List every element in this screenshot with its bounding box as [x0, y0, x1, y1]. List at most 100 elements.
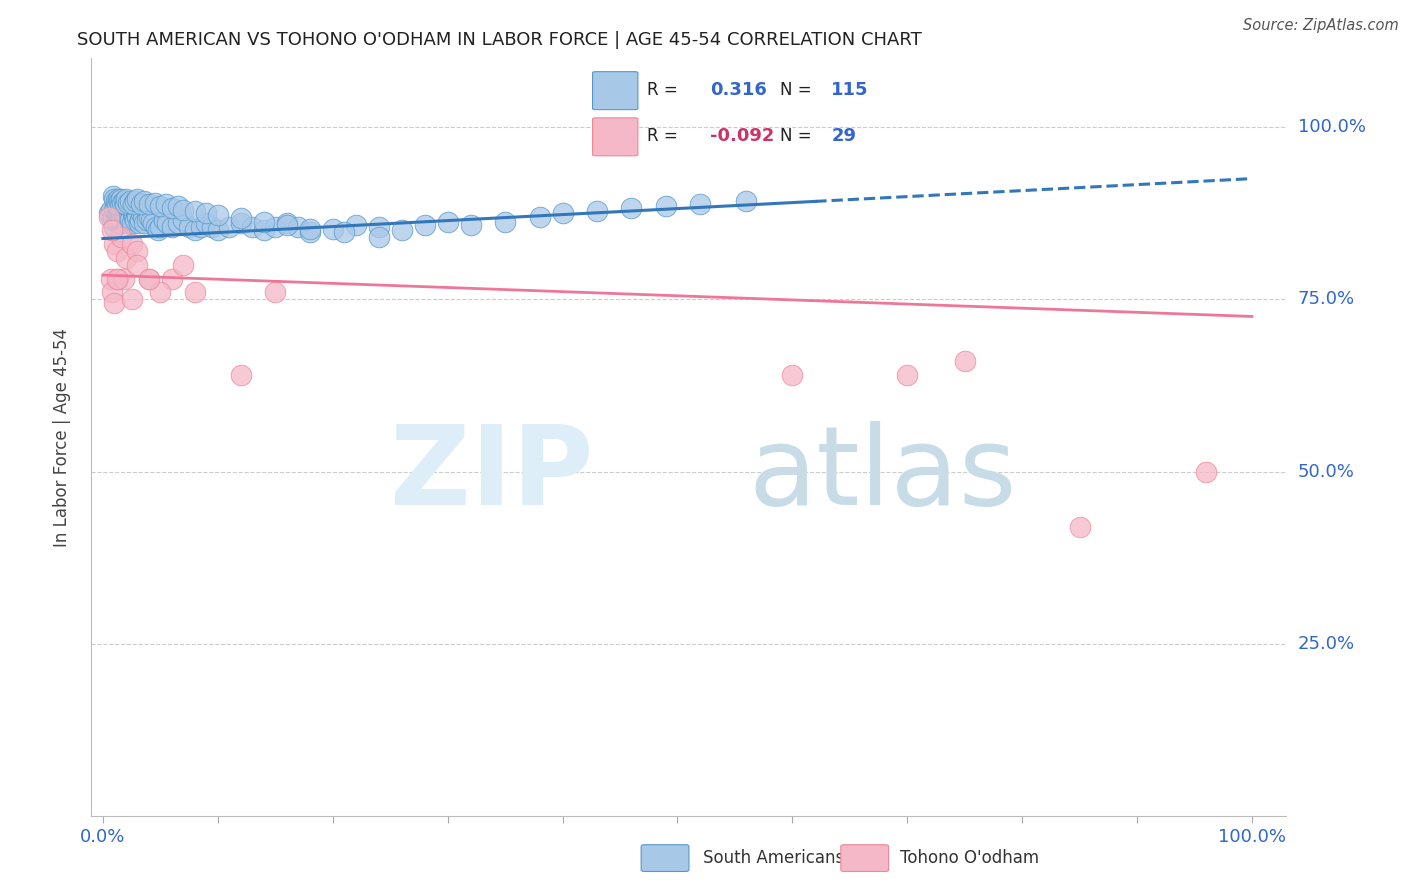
Point [117, 195, 139, 210]
Point [620, 201, 643, 215]
Point [112, 210, 135, 224]
Point [111, 213, 134, 227]
Point [149, 219, 172, 234]
Point [121, 237, 143, 252]
Point [240, 219, 263, 234]
Text: R =: R = [647, 128, 678, 145]
Point [138, 271, 160, 285]
Point [107, 192, 129, 206]
Point [107, 216, 129, 230]
Point [896, 368, 918, 382]
Point [689, 197, 711, 211]
Point [115, 192, 138, 206]
Point [115, 210, 138, 224]
Point [129, 197, 152, 211]
Point [100, 271, 122, 285]
Point [114, 213, 136, 227]
Point [229, 216, 252, 230]
Point [97, 206, 120, 220]
Point [184, 285, 207, 300]
Point [344, 218, 367, 232]
Point [135, 213, 157, 227]
Point [111, 206, 134, 220]
Point [436, 215, 458, 229]
Point [115, 216, 138, 230]
Point [138, 210, 160, 224]
Point [118, 210, 141, 224]
Point [105, 244, 128, 258]
Point [112, 202, 135, 217]
Text: 25.0%: 25.0% [1298, 635, 1355, 653]
Point [103, 192, 125, 206]
Point [125, 206, 148, 220]
Point [298, 225, 321, 239]
Point [100, 202, 122, 217]
Point [276, 216, 298, 230]
Point [108, 197, 131, 211]
Point [107, 271, 129, 285]
Point [108, 213, 131, 227]
Point [160, 219, 183, 234]
Point [101, 285, 124, 300]
Point [128, 213, 150, 227]
Point [111, 195, 134, 210]
Text: SOUTH AMERICAN VS TOHONO O'ODHAM IN LABOR FORCE | AGE 45-54 CORRELATION CHART: SOUTH AMERICAN VS TOHONO O'ODHAM IN LABO… [77, 31, 922, 49]
Point [333, 225, 356, 239]
Point [112, 194, 135, 209]
Point [155, 197, 177, 211]
Point [110, 192, 132, 206]
Point [172, 258, 194, 272]
Point [105, 213, 128, 227]
Point [367, 219, 389, 234]
Point [184, 223, 207, 237]
Point [229, 368, 252, 382]
Point [460, 218, 482, 232]
Point [128, 216, 150, 230]
Point [104, 194, 127, 209]
Point [121, 197, 143, 211]
Point [121, 292, 143, 306]
Text: 115: 115 [831, 81, 869, 99]
Point [103, 189, 125, 203]
Text: 0.316: 0.316 [710, 81, 768, 99]
Point [127, 258, 149, 272]
Point [124, 213, 146, 227]
Point [112, 271, 135, 285]
Text: Source: ZipAtlas.com: Source: ZipAtlas.com [1243, 18, 1399, 33]
Point [160, 201, 183, 215]
Point [207, 208, 229, 222]
Point [103, 219, 125, 234]
Point [413, 218, 436, 232]
Point [207, 223, 229, 237]
Point [110, 210, 132, 224]
Point [1195, 465, 1218, 479]
Point [97, 210, 120, 224]
Point [138, 271, 160, 285]
Point [115, 251, 138, 265]
Point [129, 206, 152, 220]
Point [782, 368, 804, 382]
Point [529, 210, 551, 224]
Point [156, 216, 179, 230]
Point [655, 199, 678, 213]
Point [142, 216, 165, 230]
Point [105, 206, 128, 220]
Point [953, 354, 976, 368]
Point [298, 222, 321, 236]
Point [138, 197, 160, 211]
Point [107, 206, 129, 220]
Point [322, 222, 344, 236]
Point [104, 210, 127, 224]
Point [586, 204, 609, 219]
Point [177, 219, 200, 234]
Point [121, 216, 143, 230]
Point [120, 194, 142, 209]
Point [166, 199, 188, 213]
Point [108, 202, 131, 217]
Point [103, 202, 125, 217]
Point [110, 216, 132, 230]
Point [101, 223, 124, 237]
Point [127, 244, 149, 258]
Point [195, 216, 218, 230]
Point [103, 210, 125, 224]
